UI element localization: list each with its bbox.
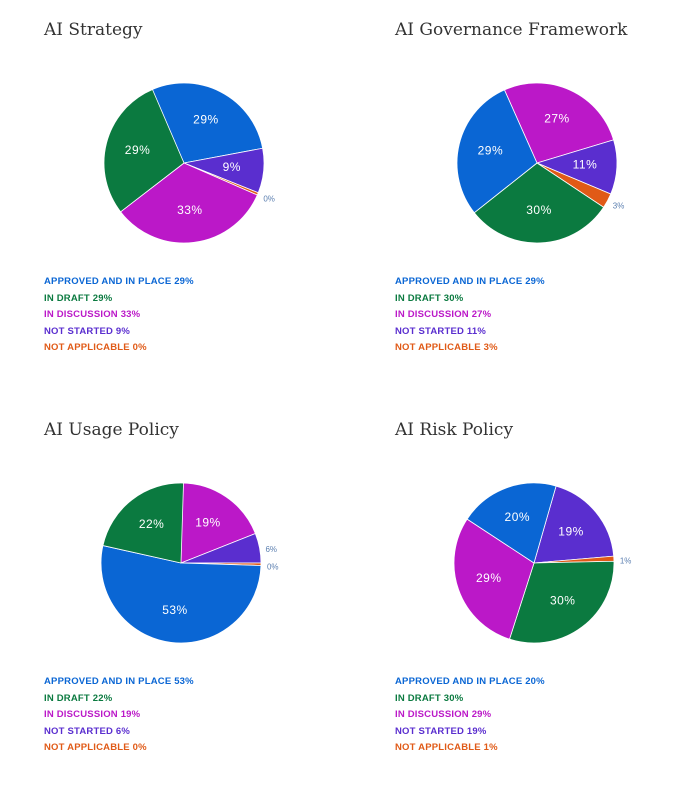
chart-title: AI Usage Policy — [44, 420, 179, 440]
slice-label: 11% — [573, 158, 598, 172]
legend-item-discussion[interactable]: IN DISCUSSION 19% — [44, 709, 141, 720]
pie-slice-discussion[interactable] — [503, 82, 615, 164]
slice-label: 33% — [177, 203, 203, 217]
pie-chart: 29% 9% 0% 33% 29% — [103, 82, 275, 244]
pie-slice-draft[interactable] — [509, 560, 615, 644]
slice-label: 29% — [476, 571, 502, 585]
slice-label: 0% — [267, 562, 279, 571]
legend-item-not-applicable[interactable]: NOT APPLICABLE 3% — [395, 342, 498, 353]
slice-label: 29% — [478, 144, 504, 158]
legend-item-discussion[interactable]: IN DISCUSSION 29% — [395, 709, 492, 720]
legend-item-not-applicable[interactable]: NOT APPLICABLE 0% — [44, 742, 147, 753]
legend: APPROVED AND IN PLACE 29% IN DRAFT 30% IN … — [395, 274, 545, 357]
pie-slice-approved[interactable] — [100, 545, 262, 644]
chart-ai-risk-policy: AI Risk Policy 19% 1% 30% 29% 20% APPROVED A… — [395, 420, 688, 800]
legend: APPROVED AND IN PLACE 29% IN DRAFT 29% IN … — [44, 274, 194, 357]
legend-item-not-started[interactable]: NOT STARTED 9% — [44, 325, 131, 337]
legend-item-not-applicable[interactable]: NOT APPLICABLE 1% — [395, 742, 498, 753]
slice-label: 9% — [223, 160, 241, 174]
pie-slice-discussion[interactable] — [453, 518, 535, 640]
legend-item-approved[interactable]: APPROVED AND IN PLACE 29% — [44, 276, 194, 287]
pie-chart: 27% 11% 3% 30% 29% — [456, 82, 625, 244]
slice-label: 22% — [139, 517, 165, 531]
chart-ai-governance-framework: AI Governance Framework 27% 11% 3% 30% 29% A… — [395, 20, 688, 400]
slice-label: 1% — [620, 556, 632, 565]
slice-label: 27% — [544, 112, 570, 126]
legend-item-approved[interactable]: APPROVED AND IN PLACE 53% — [44, 676, 194, 687]
pie-slice-draft[interactable] — [103, 88, 185, 213]
legend-item-approved[interactable]: APPROVED AND IN PLACE 20% — [395, 676, 545, 687]
chart-title: AI Governance Framework — [395, 20, 628, 40]
chart-title: AI Risk Policy — [395, 420, 514, 440]
legend: APPROVED AND IN PLACE 20% IN DRAFT 30% IN … — [395, 674, 545, 757]
legend-item-draft[interactable]: IN DRAFT 22% — [44, 692, 113, 704]
pie-slice-approved[interactable] — [149, 82, 264, 164]
pie-slice-not-started[interactable] — [533, 485, 615, 564]
legend-item-approved[interactable]: APPROVED AND IN PLACE 29% — [395, 276, 545, 287]
chart-title: AI Strategy — [44, 20, 143, 40]
legend-item-draft[interactable]: IN DRAFT 30% — [395, 292, 464, 304]
legend-item-draft[interactable]: IN DRAFT 29% — [44, 292, 113, 304]
legend-item-draft[interactable]: IN DRAFT 30% — [395, 692, 464, 704]
pie-slice-draft[interactable] — [102, 482, 184, 564]
legend-item-not-applicable[interactable]: NOT APPLICABLE 0% — [44, 342, 147, 353]
chart-ai-strategy: AI Strategy 29% 9% 0% 33% 29% APPROVED AND I… — [44, 20, 374, 400]
legend: APPROVED AND IN PLACE 53% IN DRAFT 22% IN … — [44, 674, 194, 757]
slice-label: 19% — [195, 515, 221, 529]
legend-item-not-started[interactable]: NOT STARTED 11% — [395, 325, 486, 337]
slice-label: 29% — [125, 143, 151, 157]
pie-slice-discussion[interactable] — [180, 482, 256, 564]
pie-slice-approved[interactable] — [456, 89, 538, 214]
slice-label: 3% — [613, 202, 625, 211]
legend-item-not-started[interactable]: NOT STARTED 6% — [44, 725, 131, 737]
pie-chart: 19% 1% 30% 29% 20% — [453, 482, 632, 644]
chart-ai-usage-policy: AI Usage Policy 19% 6% 0% 53% 22% APPROVED A… — [44, 420, 374, 800]
slice-label: 29% — [193, 112, 219, 126]
pie-slice-approved[interactable] — [466, 482, 557, 564]
pie-slice-draft[interactable] — [473, 162, 605, 244]
pie-chart: 19% 6% 0% 53% 22% — [100, 482, 279, 644]
slice-label: 53% — [162, 603, 188, 617]
slice-label: 30% — [526, 203, 552, 217]
slice-label: 20% — [505, 510, 531, 524]
slice-label: 19% — [558, 525, 584, 539]
legend-item-discussion[interactable]: IN DISCUSSION 33% — [44, 309, 141, 320]
slice-label: 30% — [550, 594, 576, 608]
legend-item-not-started[interactable]: NOT STARTED 19% — [395, 725, 487, 737]
legend-item-discussion[interactable]: IN DISCUSSION 27% — [395, 309, 492, 320]
pie-slice-discussion[interactable] — [120, 162, 258, 244]
slice-label: 0% — [263, 194, 275, 203]
slice-label: 6% — [265, 545, 277, 554]
